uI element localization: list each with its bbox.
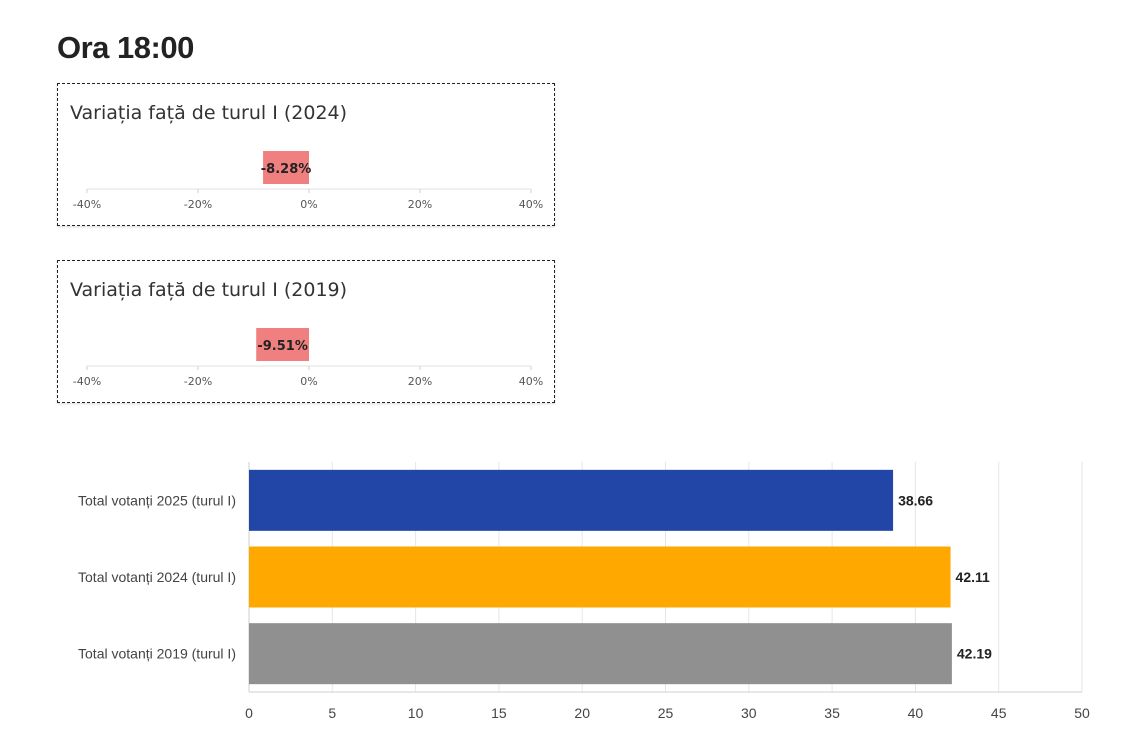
x-tick-label: 25 xyxy=(658,705,674,721)
category-label: Total votanți 2024 (turul I) xyxy=(78,569,236,585)
variation-card-title: Variația față de turul I (2024) xyxy=(70,102,348,124)
variation-chart-2024: -40% -20% 0% 20% 40% -8.28% xyxy=(73,151,543,211)
x-tick-label: 45 xyxy=(991,705,1007,721)
tick-label: -40% xyxy=(73,375,101,388)
tick-label: 20% xyxy=(408,375,432,388)
bar xyxy=(249,623,952,685)
tick-label: -40% xyxy=(73,198,101,211)
tick-label: 40% xyxy=(519,375,543,388)
variation-value-label: -8.28% xyxy=(261,162,312,177)
x-tick-label: 0 xyxy=(245,705,253,721)
x-tick-label: 15 xyxy=(491,705,507,721)
x-tick-label: 30 xyxy=(741,705,757,721)
tick-label: -20% xyxy=(184,198,212,211)
bar-value-label: 42.19 xyxy=(957,646,992,662)
x-tick-label: 35 xyxy=(824,705,840,721)
variation-bar xyxy=(256,328,309,361)
variation-value-label: -9.51% xyxy=(257,339,308,354)
bar xyxy=(249,546,951,608)
category-label: Total votanți 2025 (turul I) xyxy=(78,492,236,508)
category-label: Total votanți 2019 (turul I) xyxy=(78,646,236,662)
bar-value-label: 42.11 xyxy=(956,569,990,585)
tick-label: 20% xyxy=(408,198,432,211)
tick-label: 0% xyxy=(300,198,317,211)
variation-card-title: Variația față de turul I (2019) xyxy=(70,279,348,301)
page-title: Ora 18:00 xyxy=(57,30,194,65)
tick-label: -20% xyxy=(184,375,212,388)
variation-chart-2019: -40% -20% 0% 20% 40% -9.51% xyxy=(73,328,543,388)
x-tick-label: 40 xyxy=(908,705,924,721)
variation-bar xyxy=(263,151,309,184)
x-tick-label: 50 xyxy=(1074,705,1090,721)
x-tick-label: 20 xyxy=(574,705,590,721)
variation-card-2024: Variația față de turul I (2024) -40% -20%… xyxy=(57,83,555,226)
bar xyxy=(249,469,894,531)
bar-value-label: 38.66 xyxy=(898,492,933,508)
tick-label: 0% xyxy=(300,375,317,388)
x-tick-label: 10 xyxy=(408,705,424,721)
variation-card-2019: Variația față de turul I (2019) -40% -20%… xyxy=(57,260,555,403)
tick-label: 40% xyxy=(519,198,543,211)
x-tick-label: 5 xyxy=(328,705,336,721)
